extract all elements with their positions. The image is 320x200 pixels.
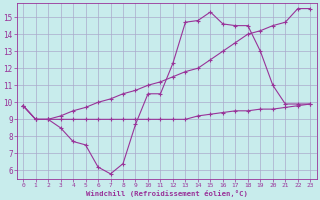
X-axis label: Windchill (Refroidissement éolien,°C): Windchill (Refroidissement éolien,°C)	[86, 190, 248, 197]
